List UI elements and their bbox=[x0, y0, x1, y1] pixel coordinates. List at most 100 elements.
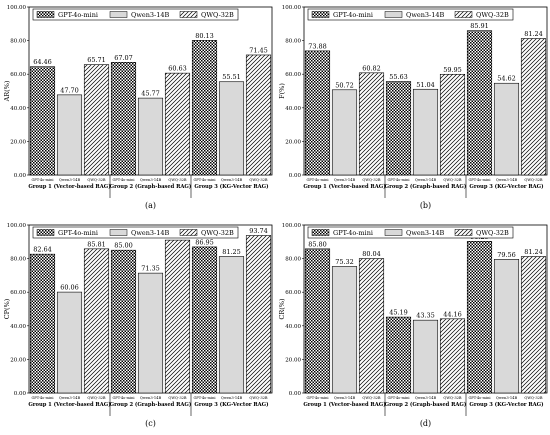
bar-value-label: 60.63 bbox=[168, 65, 187, 73]
bar-value-label: 55.63 bbox=[389, 73, 408, 81]
legend-label: GPT-4o-mini bbox=[58, 11, 98, 19]
category-tick-label: QWQ-32B bbox=[168, 396, 187, 400]
category-tick-label: QWQ-32B bbox=[168, 178, 187, 182]
bar-qwen3-14b-group-2 bbox=[137, 272, 164, 394]
category-tick-label: QWQ-32B bbox=[443, 396, 462, 400]
legend-box bbox=[307, 8, 514, 21]
bar-gpt-4o-mini-group-2 bbox=[385, 81, 412, 176]
group-label: Group 1 (Vector-based RAG) bbox=[28, 183, 110, 190]
y-tick-label: 40.00 bbox=[285, 324, 301, 330]
bar-value-label: 65.71 bbox=[87, 56, 106, 64]
legend-swatch bbox=[36, 229, 55, 236]
category-tick-label: Qwen3-14B bbox=[221, 396, 243, 400]
bar-qwen3-14b-group-1 bbox=[331, 89, 358, 176]
bar-qwq-32b-group-3 bbox=[520, 38, 547, 176]
y-tick-label: 60.00 bbox=[10, 72, 26, 78]
legend-label: GPT-4o-mini bbox=[333, 11, 373, 19]
category-tick-label: GPT-4o-mini bbox=[31, 396, 54, 400]
group-label: Group 2 (Graph-based RAG) bbox=[110, 183, 192, 190]
bar-value-label: 79.56 bbox=[497, 251, 516, 259]
panel-caption: (b) bbox=[420, 201, 431, 210]
legend-label: Qwen3-14B bbox=[406, 11, 445, 19]
y-tick-label: 80.00 bbox=[285, 257, 301, 263]
bar-gpt-4o-mini-group-1 bbox=[304, 248, 331, 394]
y-tick-label: 40.00 bbox=[10, 106, 26, 112]
y-tick-label: 60.00 bbox=[285, 290, 301, 296]
category-tick-label: GPT-4o-mini bbox=[112, 178, 135, 182]
bar-qwen3-14b-group-3 bbox=[493, 259, 520, 394]
chart-panel-1: 0.00 20.00 40.00 60.00 80.00 100.00 AR(%) 64.46… bbox=[3, 5, 273, 210]
category-tick-label: GPT-4o-mini bbox=[306, 178, 329, 182]
bar-value-label: 54.62 bbox=[497, 75, 516, 83]
category-tick-label: GPT-4o-mini bbox=[468, 178, 491, 182]
category-tick-label: QWQ-32B bbox=[524, 396, 543, 400]
category-tick-label: GPT-4o-mini bbox=[468, 396, 491, 400]
y-tick-label: 0.00 bbox=[14, 173, 27, 179]
bar-value-label: 93.74 bbox=[249, 227, 268, 235]
bar-qwq-32b-group-2 bbox=[439, 318, 466, 394]
bar-qwen3-14b-group-3 bbox=[218, 256, 245, 394]
bar-qwq-32b-group-3 bbox=[520, 256, 547, 394]
group-label: Group 2 (Graph-based RAG) bbox=[385, 183, 467, 190]
bar-gpt-4o-mini-group-2 bbox=[110, 62, 137, 176]
y-tick-label: 100.00 bbox=[7, 223, 27, 229]
bar-gpt-4o-mini-group-3 bbox=[466, 30, 493, 176]
bar-gpt-4o-mini-group-1 bbox=[29, 66, 56, 176]
bar-gpt-4o-mini-group-2 bbox=[385, 316, 412, 394]
legend-swatch bbox=[384, 11, 403, 18]
bar-gpt-4o-mini-group-1 bbox=[29, 253, 56, 394]
legend-box bbox=[307, 226, 514, 239]
group-label: Group 1 (Vector-based RAG) bbox=[28, 401, 110, 408]
legend-swatch bbox=[454, 229, 473, 236]
panel-caption: (c) bbox=[145, 419, 156, 428]
category-tick-label: GPT-4o-mini bbox=[387, 178, 410, 182]
y-axis-label: F(%) bbox=[278, 83, 286, 99]
y-tick-label: 80.00 bbox=[285, 39, 301, 45]
bar-value-label: 67.07 bbox=[114, 54, 133, 62]
bar-qwq-32b-group-3 bbox=[245, 54, 272, 176]
bar-gpt-4o-mini-group-1 bbox=[304, 50, 331, 176]
group-label: Group 1 (Vector-based RAG) bbox=[303, 401, 385, 408]
category-tick-label: Qwen3-14B bbox=[221, 178, 243, 182]
bar-qwen3-14b-group-3 bbox=[493, 82, 520, 176]
category-tick-label: GPT-4o-mini bbox=[306, 396, 329, 400]
bar-value-label: 86.95 bbox=[195, 238, 214, 246]
bar-value-label: 73.88 bbox=[308, 42, 327, 50]
bar-qwq-32b-group-1 bbox=[358, 72, 385, 176]
category-tick-label: QWQ-32B bbox=[87, 178, 106, 182]
category-tick-label: QWQ-32B bbox=[87, 396, 106, 400]
bar-qwen3-14b-group-2 bbox=[412, 319, 439, 394]
bar-qwq-32b-group-1 bbox=[83, 248, 110, 394]
legend-swatch bbox=[179, 229, 198, 236]
bar-value-label: 71.35 bbox=[141, 265, 160, 273]
bar-value-label: 80.04 bbox=[362, 250, 381, 258]
group-label: Group 2 (Graph-based RAG) bbox=[110, 401, 192, 408]
group-label: Group 3 (KG-Vector RAG) bbox=[469, 183, 543, 190]
y-tick-label: 20.00 bbox=[285, 139, 301, 145]
legend-box bbox=[32, 226, 239, 239]
y-tick-label: 0.00 bbox=[289, 173, 302, 179]
bar-qwq-32b-group-3 bbox=[245, 235, 272, 394]
category-tick-label: Qwen3-14B bbox=[140, 178, 162, 182]
y-tick-label: 60.00 bbox=[10, 290, 26, 296]
bar-value-label: 51.04 bbox=[416, 81, 435, 89]
bar-value-label: 60.06 bbox=[60, 284, 79, 292]
bar-value-label: 50.72 bbox=[335, 81, 354, 89]
y-tick-label: 80.00 bbox=[10, 257, 26, 263]
y-tick-label: 0.00 bbox=[14, 391, 27, 397]
y-tick-label: 100.00 bbox=[7, 5, 27, 11]
chart-panel-4: 0.00 20.00 40.00 60.00 80.00 100.00 CR(%) 85.80… bbox=[278, 223, 548, 428]
bar-qwq-32b-group-2 bbox=[164, 239, 191, 394]
bar-value-label: 85.00 bbox=[114, 242, 133, 250]
category-tick-label: QWQ-32B bbox=[249, 396, 268, 400]
legend-label: GPT-4o-mini bbox=[58, 229, 98, 237]
legend-label: GPT-4o-mini bbox=[333, 229, 373, 237]
category-tick-label: GPT-4o-mini bbox=[193, 396, 216, 400]
category-tick-label: GPT-4o-mini bbox=[193, 178, 216, 182]
bar-qwq-32b-group-2 bbox=[439, 73, 466, 176]
category-tick-label: Qwen3-14B bbox=[334, 178, 356, 182]
legend-box bbox=[32, 8, 239, 21]
y-tick-label: 0.00 bbox=[289, 391, 302, 397]
bar-qwq-32b-group-2 bbox=[164, 72, 191, 176]
bar-value-label: 45.19 bbox=[389, 309, 408, 317]
